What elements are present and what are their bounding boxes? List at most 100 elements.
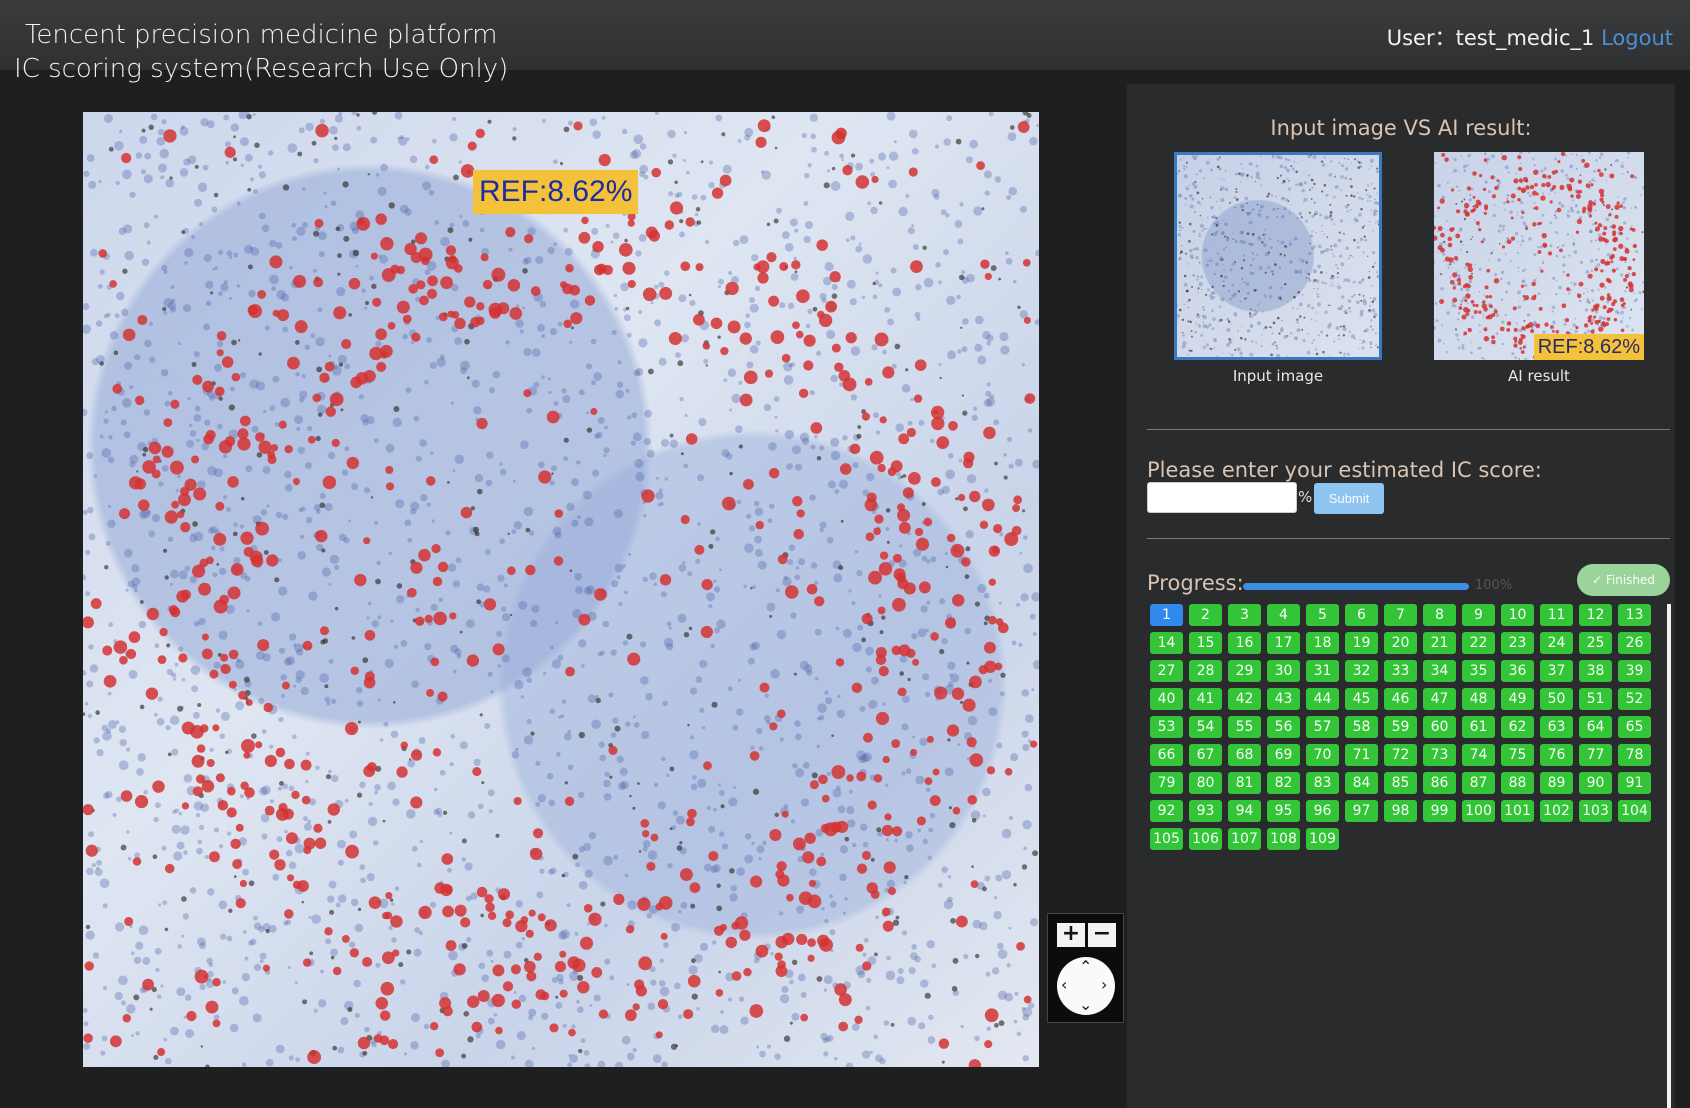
case-item[interactable]: 9 bbox=[1462, 604, 1495, 626]
case-item[interactable]: 44 bbox=[1306, 688, 1339, 710]
case-item[interactable]: 86 bbox=[1423, 772, 1456, 794]
case-item[interactable]: 3 bbox=[1228, 604, 1261, 626]
case-item[interactable]: 28 bbox=[1189, 660, 1222, 682]
case-item[interactable]: 80 bbox=[1189, 772, 1222, 794]
finished-button[interactable]: ✓ Finished bbox=[1577, 564, 1670, 596]
case-item[interactable]: 77 bbox=[1579, 744, 1612, 766]
case-item[interactable]: 50 bbox=[1540, 688, 1573, 710]
input-image-thumbnail[interactable] bbox=[1174, 152, 1382, 360]
case-item[interactable]: 108 bbox=[1267, 828, 1300, 850]
case-item[interactable]: 67 bbox=[1189, 744, 1222, 766]
case-item[interactable]: 2 bbox=[1189, 604, 1222, 626]
case-item[interactable]: 69 bbox=[1267, 744, 1300, 766]
case-item[interactable]: 32 bbox=[1345, 660, 1378, 682]
case-item[interactable]: 51 bbox=[1579, 688, 1612, 710]
case-item[interactable]: 83 bbox=[1306, 772, 1339, 794]
case-item[interactable]: 95 bbox=[1267, 800, 1300, 822]
case-item[interactable]: 13 bbox=[1618, 604, 1651, 626]
pan-up-icon[interactable]: ⌃ bbox=[1079, 957, 1093, 976]
case-item[interactable]: 105 bbox=[1150, 828, 1183, 850]
case-item[interactable]: 54 bbox=[1189, 716, 1222, 738]
case-item[interactable]: 76 bbox=[1540, 744, 1573, 766]
case-item[interactable]: 46 bbox=[1384, 688, 1417, 710]
case-item[interactable]: 104 bbox=[1618, 800, 1651, 822]
case-item[interactable]: 43 bbox=[1267, 688, 1300, 710]
case-item[interactable]: 23 bbox=[1501, 632, 1534, 654]
case-item[interactable]: 36 bbox=[1501, 660, 1534, 682]
case-item[interactable]: 88 bbox=[1501, 772, 1534, 794]
case-item[interactable]: 38 bbox=[1579, 660, 1612, 682]
case-item[interactable]: 56 bbox=[1267, 716, 1300, 738]
case-item[interactable]: 97 bbox=[1345, 800, 1378, 822]
case-item[interactable]: 85 bbox=[1384, 772, 1417, 794]
case-item[interactable]: 49 bbox=[1501, 688, 1534, 710]
case-item[interactable]: 10 bbox=[1501, 604, 1534, 626]
case-item[interactable]: 94 bbox=[1228, 800, 1261, 822]
case-item[interactable]: 7 bbox=[1384, 604, 1417, 626]
case-item[interactable]: 74 bbox=[1462, 744, 1495, 766]
case-item[interactable]: 72 bbox=[1384, 744, 1417, 766]
case-item[interactable]: 100 bbox=[1462, 800, 1495, 822]
case-item[interactable]: 45 bbox=[1345, 688, 1378, 710]
case-item[interactable]: 35 bbox=[1462, 660, 1495, 682]
case-item[interactable]: 5 bbox=[1306, 604, 1339, 626]
case-item[interactable]: 79 bbox=[1150, 772, 1183, 794]
pan-control[interactable]: ⌃ ⌄ ‹ › bbox=[1057, 957, 1115, 1015]
case-item[interactable]: 4 bbox=[1267, 604, 1300, 626]
logout-link[interactable]: Logout bbox=[1601, 26, 1673, 50]
pan-left-icon[interactable]: ‹ bbox=[1061, 975, 1068, 994]
case-item[interactable]: 84 bbox=[1345, 772, 1378, 794]
case-item[interactable]: 57 bbox=[1306, 716, 1339, 738]
case-item[interactable]: 103 bbox=[1579, 800, 1612, 822]
pan-down-icon[interactable]: ⌄ bbox=[1079, 995, 1093, 1014]
case-item[interactable]: 53 bbox=[1150, 716, 1183, 738]
case-item[interactable]: 68 bbox=[1228, 744, 1261, 766]
case-item[interactable]: 20 bbox=[1384, 632, 1417, 654]
case-item[interactable]: 55 bbox=[1228, 716, 1261, 738]
case-item[interactable]: 82 bbox=[1267, 772, 1300, 794]
case-item[interactable]: 8 bbox=[1423, 604, 1456, 626]
case-item[interactable]: 1 bbox=[1150, 604, 1183, 626]
case-item[interactable]: 26 bbox=[1618, 632, 1651, 654]
case-item[interactable]: 18 bbox=[1306, 632, 1339, 654]
ai-result-thumbnail[interactable]: REF:8.62% bbox=[1434, 152, 1644, 360]
case-item[interactable]: 60 bbox=[1423, 716, 1456, 738]
case-item[interactable]: 87 bbox=[1462, 772, 1495, 794]
case-item[interactable]: 64 bbox=[1579, 716, 1612, 738]
case-item[interactable]: 42 bbox=[1228, 688, 1261, 710]
case-item[interactable]: 65 bbox=[1618, 716, 1651, 738]
case-item[interactable]: 33 bbox=[1384, 660, 1417, 682]
case-item[interactable]: 48 bbox=[1462, 688, 1495, 710]
case-item[interactable]: 93 bbox=[1189, 800, 1222, 822]
zoom-in-button[interactable]: + bbox=[1057, 923, 1085, 947]
case-item[interactable]: 71 bbox=[1345, 744, 1378, 766]
case-item[interactable]: 52 bbox=[1618, 688, 1651, 710]
case-item[interactable]: 63 bbox=[1540, 716, 1573, 738]
submit-button[interactable]: Submit bbox=[1314, 483, 1384, 514]
ic-score-input[interactable] bbox=[1147, 482, 1297, 513]
case-item[interactable]: 75 bbox=[1501, 744, 1534, 766]
case-item[interactable]: 40 bbox=[1150, 688, 1183, 710]
case-item[interactable]: 29 bbox=[1228, 660, 1261, 682]
case-item[interactable]: 27 bbox=[1150, 660, 1183, 682]
case-item[interactable]: 22 bbox=[1462, 632, 1495, 654]
slide-viewer[interactable]: REF:8.62% bbox=[83, 112, 1039, 1067]
case-item[interactable]: 19 bbox=[1345, 632, 1378, 654]
pan-right-icon[interactable]: › bbox=[1101, 975, 1108, 994]
case-item[interactable]: 106 bbox=[1189, 828, 1222, 850]
case-item[interactable]: 90 bbox=[1579, 772, 1612, 794]
case-item[interactable]: 21 bbox=[1423, 632, 1456, 654]
case-item[interactable]: 34 bbox=[1423, 660, 1456, 682]
case-item[interactable]: 39 bbox=[1618, 660, 1651, 682]
zoom-out-button[interactable]: − bbox=[1088, 923, 1116, 947]
case-item[interactable]: 31 bbox=[1306, 660, 1339, 682]
case-item[interactable]: 73 bbox=[1423, 744, 1456, 766]
case-item[interactable]: 62 bbox=[1501, 716, 1534, 738]
case-item[interactable]: 25 bbox=[1579, 632, 1612, 654]
case-item[interactable]: 102 bbox=[1540, 800, 1573, 822]
case-item[interactable]: 24 bbox=[1540, 632, 1573, 654]
case-item[interactable]: 91 bbox=[1618, 772, 1651, 794]
case-item[interactable]: 47 bbox=[1423, 688, 1456, 710]
case-item[interactable]: 11 bbox=[1540, 604, 1573, 626]
case-item[interactable]: 70 bbox=[1306, 744, 1339, 766]
